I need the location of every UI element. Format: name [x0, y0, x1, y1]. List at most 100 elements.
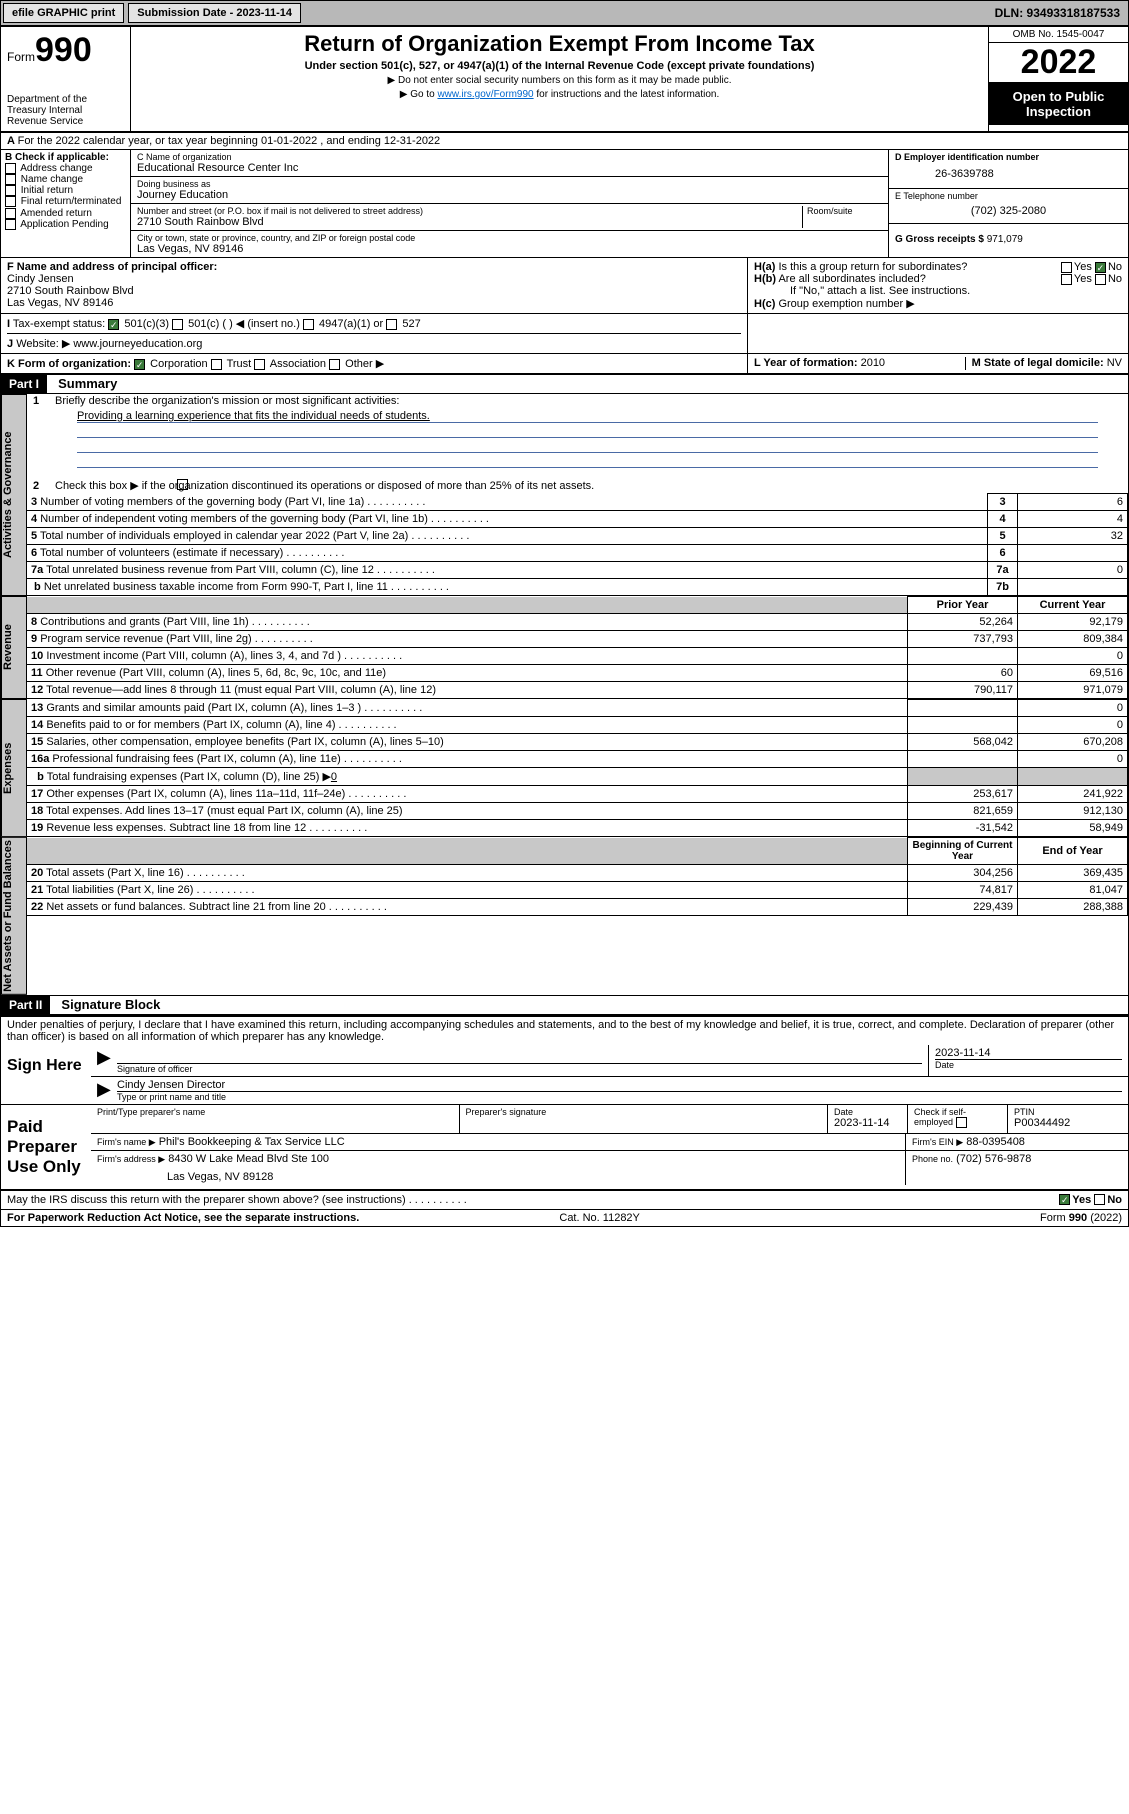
- check-initial-return[interactable]: [5, 185, 16, 196]
- submission-date-button[interactable]: Submission Date - 2023-11-14: [128, 3, 301, 23]
- prep-date-label: Date: [834, 1107, 901, 1117]
- i-4947[interactable]: [303, 319, 314, 330]
- prep-name-label: Print/Type preparer's name: [97, 1107, 453, 1117]
- check-final-return[interactable]: [5, 196, 16, 207]
- hb-no[interactable]: [1095, 274, 1106, 285]
- end-hdr: End of Year: [1042, 845, 1102, 857]
- firm-name: Phil's Bookkeeping & Tax Service LLC: [159, 1136, 345, 1148]
- k-other[interactable]: [329, 359, 340, 370]
- sign-fields: ▶ Signature of officer 2023-11-14 Date ▶…: [91, 1045, 1128, 1104]
- goto-pre: ▶ Go to: [400, 89, 438, 100]
- l14: Benefits paid to or for members (Part IX…: [46, 719, 396, 731]
- omb-number: OMB No. 1545-0047: [989, 27, 1128, 43]
- discuss-no-text: No: [1107, 1194, 1122, 1206]
- no-text: No: [1108, 261, 1122, 273]
- i-o4: 527: [402, 318, 420, 330]
- ha-no[interactable]: [1095, 262, 1106, 273]
- b21: 74,817: [908, 882, 1018, 899]
- header-right: OMB No. 1545-0047 2022 Open to Public In…: [988, 27, 1128, 131]
- efile-print-button[interactable]: efile GRAPHIC print: [3, 3, 124, 23]
- rev-table: Prior YearCurrent Year 8 Contributions a…: [27, 596, 1128, 699]
- open-inspection: Open to Public Inspection: [989, 83, 1128, 125]
- hb-yes[interactable]: [1061, 274, 1072, 285]
- discuss-yes-text: Yes: [1072, 1194, 1091, 1206]
- check-pending[interactable]: [5, 219, 16, 230]
- ptin-value: P00344492: [1014, 1117, 1122, 1129]
- paid-fields: Print/Type preparer's name Preparer's si…: [91, 1105, 1128, 1189]
- part2-header: Part II Signature Block: [1, 995, 1128, 1015]
- street-address: 2710 South Rainbow Blvd: [137, 216, 802, 228]
- ein-value: 26-3639788: [895, 162, 1122, 186]
- check-name-change[interactable]: [5, 174, 16, 185]
- c13: 0: [1018, 700, 1128, 717]
- k-corp[interactable]: [134, 359, 145, 370]
- c19: 58,949: [1018, 820, 1128, 837]
- l16b: Total fundraising expenses (Part IX, col…: [47, 771, 331, 783]
- revenue-section: Revenue Prior YearCurrent Year 8 Contrib…: [1, 596, 1128, 699]
- l12: Total revenue—add lines 8 through 11 (mu…: [46, 684, 436, 696]
- goto-post: for instructions and the latest informat…: [534, 89, 720, 100]
- sign-here-row: Sign Here ▶ Signature of officer 2023-11…: [1, 1045, 1128, 1105]
- firm-phone: (702) 576-9878: [956, 1153, 1031, 1165]
- form-number: Form990: [7, 31, 124, 70]
- check-amended[interactable]: [5, 208, 16, 219]
- gov-sidelabel: Activities & Governance: [1, 394, 27, 596]
- k-form-org: K Form of organization: Corporation Trus…: [1, 354, 748, 373]
- l16a: Professional fundraising fees (Part IX, …: [52, 753, 402, 765]
- p12: 790,117: [908, 682, 1018, 699]
- officer-name: Cindy Jensen: [7, 273, 74, 285]
- f-officer: F Name and address of principal officer:…: [1, 258, 748, 313]
- k-label: K Form of organization:: [7, 358, 131, 370]
- room-label: Room/suite: [807, 206, 882, 216]
- section-bcdeg: B Check if applicable: Address change Na…: [1, 150, 1128, 258]
- l-value: 2010: [861, 357, 885, 369]
- firm-addr2: Las Vegas, NV 89128: [97, 1165, 899, 1183]
- officer-addr1: 2710 South Rainbow Blvd: [7, 285, 134, 297]
- curr-hdr: Current Year: [1040, 599, 1106, 611]
- k-trust[interactable]: [211, 359, 222, 370]
- net-sidelabel: Net Assets or Fund Balances: [1, 837, 27, 995]
- discuss-no[interactable]: [1094, 1194, 1105, 1205]
- v6: [1018, 545, 1128, 562]
- k-assoc[interactable]: [254, 359, 265, 370]
- m-label: M State of legal domicile:: [972, 357, 1104, 369]
- l15: Salaries, other compensation, employee b…: [46, 736, 443, 748]
- form-title: Return of Organization Exempt From Incom…: [141, 31, 978, 57]
- b-label: B Check if applicable:: [5, 152, 109, 163]
- l19: Revenue less expenses. Subtract line 18 …: [46, 822, 367, 834]
- p19: -31,542: [908, 820, 1018, 837]
- i-501c[interactable]: [172, 319, 183, 330]
- sign-date: 2023-11-14: [935, 1047, 1122, 1059]
- mission-line3: [77, 440, 1098, 453]
- l9: Program service revenue (Part VIII, line…: [40, 633, 313, 645]
- irs-link[interactable]: www.irs.gov/Form990: [437, 89, 533, 100]
- discuss-yes[interactable]: [1059, 1194, 1070, 1205]
- l2-checkbox[interactable]: [177, 479, 188, 490]
- p16a: [908, 751, 1018, 768]
- form-header: Form990 Department of the Treasury Inter…: [1, 27, 1128, 133]
- ha-yes[interactable]: [1061, 262, 1072, 273]
- form-990-label: 990: [35, 31, 92, 69]
- k-o2: Trust: [227, 358, 252, 370]
- v4: 4: [1018, 511, 1128, 528]
- self-emp-check[interactable]: [956, 1117, 967, 1128]
- check-address-change[interactable]: [5, 163, 16, 174]
- opt-name: Name change: [21, 174, 83, 185]
- i-527[interactable]: [386, 319, 397, 330]
- officer-addr2: Las Vegas, NV 89146: [7, 297, 113, 309]
- l22: Net assets or fund balances. Subtract li…: [46, 901, 387, 913]
- l7b: Net unrelated business taxable income fr…: [44, 581, 449, 593]
- no-text2: No: [1108, 273, 1122, 285]
- ha-text: Is this a group return for subordinates?: [778, 261, 967, 273]
- submission-date-value: 2023-11-14: [236, 7, 292, 19]
- c12: 971,079: [1018, 682, 1128, 699]
- yes-text: Yes: [1074, 261, 1092, 273]
- p11: 60: [908, 665, 1018, 682]
- firm-addr1: 8430 W Lake Mead Blvd Ste 100: [168, 1153, 329, 1165]
- l2-text: Check this box ▶ if the organization dis…: [55, 480, 594, 492]
- form-word: Form: [7, 50, 35, 64]
- col-c-org: C Name of organization Educational Resou…: [131, 150, 888, 257]
- c14: 0: [1018, 717, 1128, 734]
- i-501c3[interactable]: [108, 319, 119, 330]
- ein-label: D Employer identification number: [895, 152, 1039, 162]
